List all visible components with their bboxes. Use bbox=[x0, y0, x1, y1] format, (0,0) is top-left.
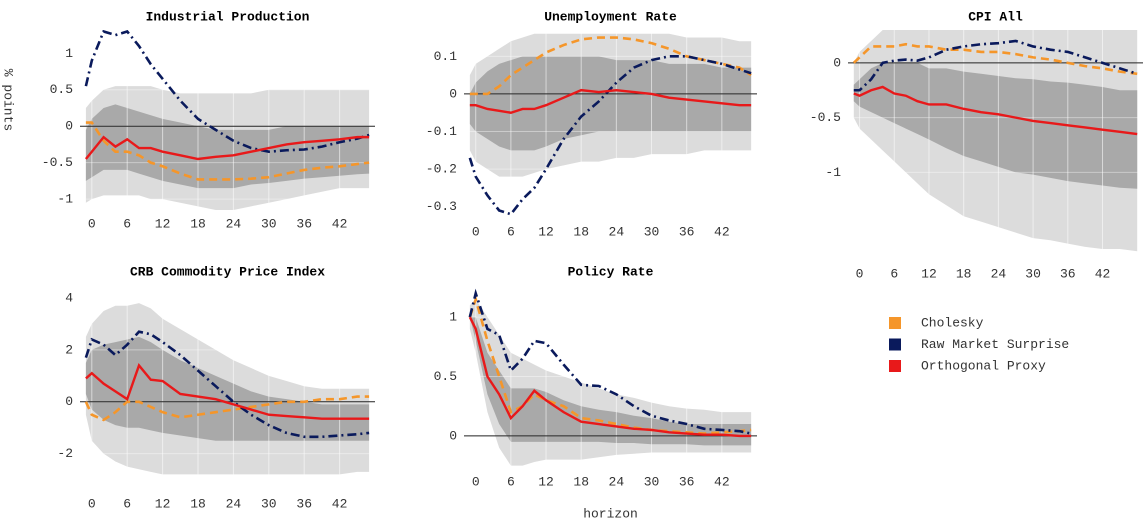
confidence-band bbox=[853, 62, 1138, 189]
x-tick-label: 0 bbox=[88, 216, 96, 231]
series-line bbox=[468, 288, 752, 435]
chart-title: Unemployment Rate bbox=[544, 9, 677, 24]
x-tick-label: 12 bbox=[155, 216, 171, 231]
x-tick-label: 30 bbox=[644, 474, 660, 489]
series-line bbox=[84, 395, 370, 422]
y-tick-label: -0.1 bbox=[426, 124, 457, 139]
y-tick-label: 0.1 bbox=[434, 49, 458, 64]
x-tick-label: 6 bbox=[890, 266, 898, 281]
x-tick-label: 42 bbox=[714, 474, 730, 489]
y-axis-label: % points bbox=[1, 69, 16, 131]
series-line bbox=[84, 135, 370, 161]
x-tick-label: 0 bbox=[472, 224, 480, 239]
legend-label: Raw Market Surprise bbox=[921, 337, 1069, 352]
chart-title: Policy Rate bbox=[568, 264, 654, 279]
x-tick-label: 30 bbox=[261, 216, 277, 231]
series-line bbox=[85, 121, 370, 181]
x-tick-label: 42 bbox=[332, 216, 348, 231]
legend-swatch bbox=[889, 317, 901, 329]
x-tick-label: 18 bbox=[573, 474, 589, 489]
y-tick-label: -0.3 bbox=[426, 199, 457, 214]
y-tick-label: 0 bbox=[833, 55, 841, 70]
x-tick-label: 0 bbox=[88, 496, 96, 511]
x-tick-label: 12 bbox=[538, 224, 554, 239]
x-tick-label: 36 bbox=[679, 224, 695, 239]
series-line bbox=[469, 36, 752, 96]
x-tick-label: 42 bbox=[332, 496, 348, 511]
x-tick-label: 18 bbox=[190, 496, 206, 511]
x-tick-label: 36 bbox=[296, 496, 312, 511]
y-tick-label: -1 bbox=[825, 165, 841, 180]
y-tick-label: 0.5 bbox=[50, 82, 73, 97]
x-tick-label: 24 bbox=[609, 474, 625, 489]
y-tick-label: 2 bbox=[65, 342, 73, 357]
series-line bbox=[469, 88, 752, 114]
series-line bbox=[468, 316, 752, 438]
x-axis-label: horizon bbox=[583, 506, 638, 521]
legend-swatch bbox=[889, 338, 901, 351]
legend-label: Orthogonal Proxy bbox=[921, 358, 1046, 373]
plot-area bbox=[464, 30, 757, 218]
chart-title: CRB Commodity Price Index bbox=[130, 264, 325, 279]
series-line bbox=[85, 363, 370, 420]
x-tick-label: 6 bbox=[123, 496, 131, 511]
confidence-band bbox=[85, 104, 370, 189]
series-line bbox=[84, 30, 370, 154]
chart-title: Industrial Production bbox=[146, 9, 310, 24]
x-tick-label: 0 bbox=[472, 474, 480, 489]
y-tick-label: -0.2 bbox=[426, 162, 457, 177]
x-tick-label: 12 bbox=[921, 266, 937, 281]
confidence-band bbox=[469, 56, 752, 151]
series-line bbox=[468, 55, 752, 216]
x-tick-label: 6 bbox=[123, 216, 131, 231]
x-tick-label: 24 bbox=[226, 216, 242, 231]
x-tick-label: 18 bbox=[956, 266, 972, 281]
x-tick-label: 24 bbox=[991, 266, 1007, 281]
y-tick-label: 4 bbox=[65, 290, 73, 305]
series-line bbox=[852, 42, 1138, 76]
legend-label: Cholesky bbox=[921, 315, 984, 330]
y-tick-label: -2 bbox=[57, 446, 73, 461]
y-tick-label: -0.5 bbox=[42, 155, 73, 170]
x-tick-label: 42 bbox=[714, 224, 730, 239]
y-tick-label: 0 bbox=[449, 86, 457, 101]
x-tick-label: 36 bbox=[679, 474, 695, 489]
x-tick-label: 18 bbox=[190, 216, 206, 231]
plot-area bbox=[80, 285, 375, 490]
y-tick-label: 1 bbox=[65, 46, 73, 61]
y-tick-label: 0.5 bbox=[434, 369, 457, 384]
y-tick-label: 0 bbox=[65, 119, 73, 134]
series-line bbox=[853, 39, 1138, 92]
confidence-band bbox=[469, 317, 752, 446]
confidence-band bbox=[85, 336, 370, 441]
y-tick-label: -1 bbox=[57, 192, 73, 207]
chart-title: CPI All bbox=[968, 9, 1023, 24]
y-tick-label: -0.5 bbox=[810, 110, 841, 125]
y-tick-label: 0 bbox=[65, 394, 73, 409]
x-tick-label: 6 bbox=[507, 224, 515, 239]
x-tick-label: 18 bbox=[573, 224, 589, 239]
x-tick-label: 42 bbox=[1095, 266, 1111, 281]
series-line bbox=[853, 85, 1138, 136]
plot-area bbox=[464, 285, 757, 468]
x-tick-label: 36 bbox=[296, 216, 312, 231]
x-tick-label: 30 bbox=[644, 224, 660, 239]
x-tick-label: 6 bbox=[507, 474, 515, 489]
x-tick-label: 24 bbox=[609, 224, 625, 239]
legend-swatch bbox=[889, 360, 901, 372]
plot-area bbox=[80, 30, 375, 210]
x-tick-label: 30 bbox=[1025, 266, 1041, 281]
x-tick-label: 36 bbox=[1060, 266, 1076, 281]
plot-area bbox=[848, 30, 1143, 260]
y-tick-label: 1 bbox=[449, 310, 457, 325]
x-tick-label: 24 bbox=[226, 496, 242, 511]
y-tick-label: 0 bbox=[449, 428, 457, 443]
x-tick-label: 12 bbox=[538, 474, 554, 489]
x-tick-label: 30 bbox=[261, 496, 277, 511]
x-tick-label: 0 bbox=[856, 266, 864, 281]
x-tick-label: 12 bbox=[155, 496, 171, 511]
